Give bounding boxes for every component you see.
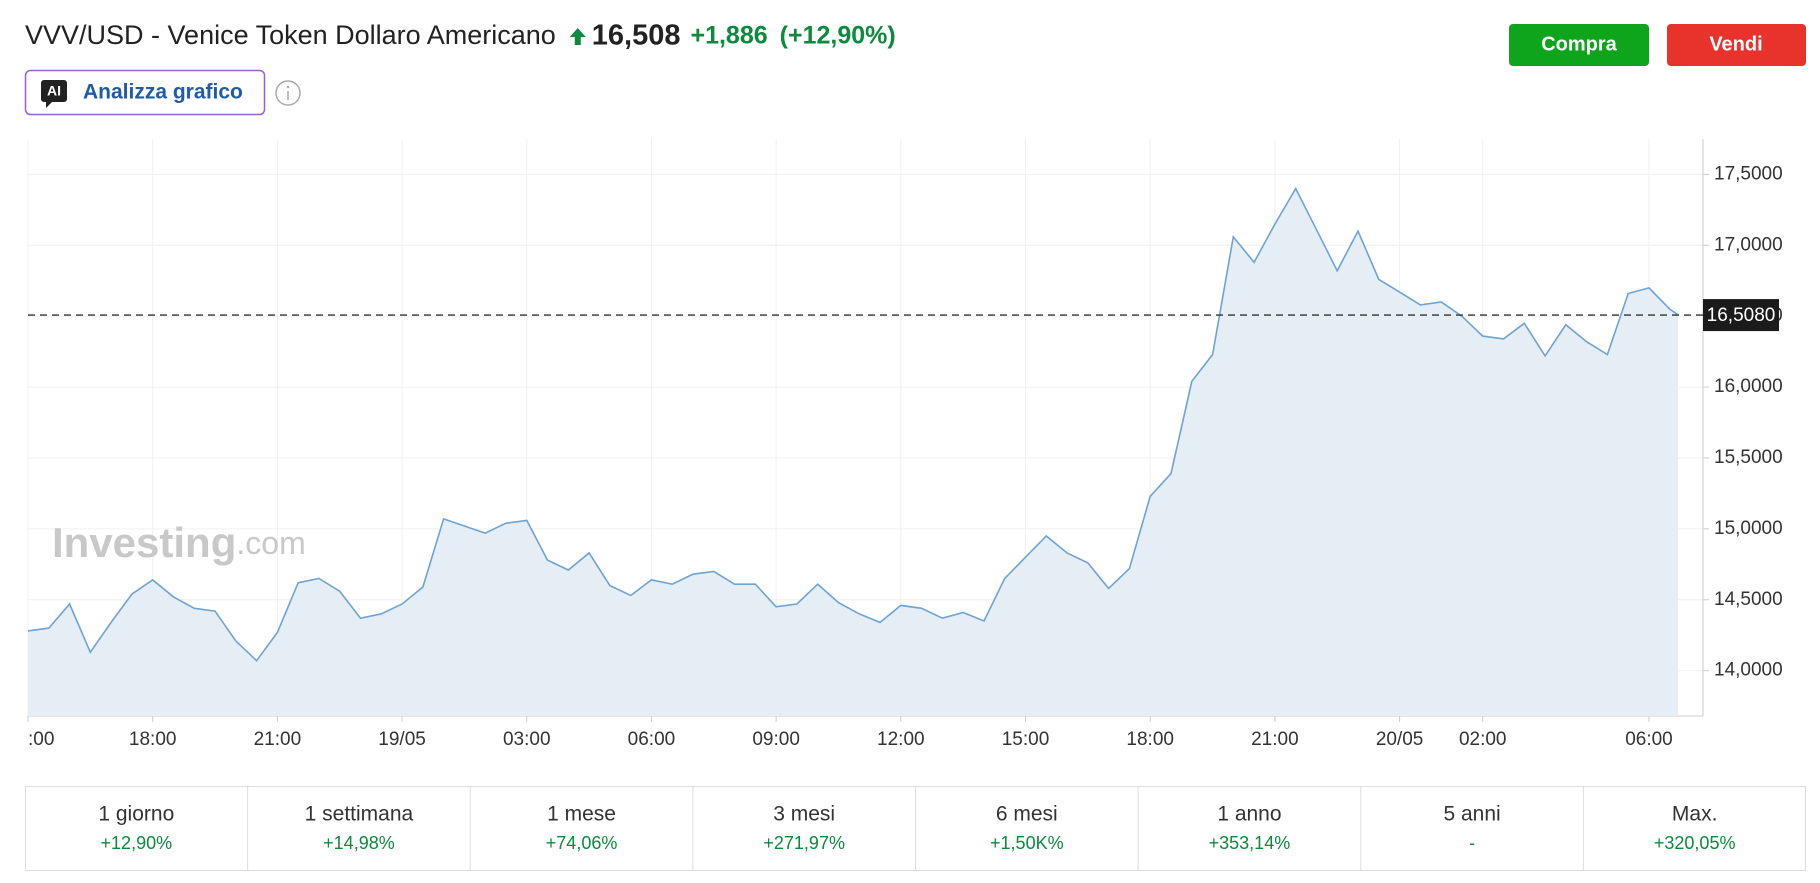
plot: 14,0000 14,5000 15,0000 15,5000 16,0000 16,50… bbox=[27, 139, 1783, 750]
x-tick-label: 15:00 bbox=[1002, 729, 1050, 750]
x-tick-label: 02:00 bbox=[1459, 729, 1507, 750]
period-label[interactable]: 1 settimana bbox=[305, 803, 414, 826]
info-icon-dot bbox=[286, 85, 290, 89]
up-arrow bbox=[569, 28, 586, 45]
x-tick-label: 06:00 bbox=[1625, 729, 1673, 750]
reference-label: 16,5080 bbox=[1707, 305, 1776, 326]
x-tick-label: 19/05 bbox=[378, 729, 426, 750]
y-tick-label: 14,5000 bbox=[1714, 589, 1783, 610]
period-value: +1,50K% bbox=[990, 833, 1064, 853]
reference-label-box bbox=[1703, 299, 1779, 332]
y-tick-label: 16,0000 bbox=[1714, 376, 1783, 397]
ai-icon-tail bbox=[46, 101, 53, 108]
sell-button[interactable] bbox=[1667, 24, 1806, 66]
x-tick-label: 21:00 bbox=[1251, 729, 1299, 750]
period-value: +12,90% bbox=[101, 833, 173, 853]
x-tick-label: 03:00 bbox=[503, 729, 551, 750]
period-value: - bbox=[1469, 833, 1475, 853]
ai-icon bbox=[41, 80, 67, 102]
watermark-suffix: .com bbox=[236, 525, 305, 561]
price: 16,508 bbox=[592, 20, 681, 52]
period-value: +74,06% bbox=[546, 833, 618, 853]
x-tick-label: 12:00 bbox=[877, 729, 925, 750]
x-tick-label: :00 bbox=[28, 729, 54, 750]
x-tick-label: 06:00 bbox=[628, 729, 676, 750]
change-pct: (+12,90%) bbox=[780, 22, 896, 50]
header-price: 16,508 +1,886 (+12,90%) bbox=[569, 20, 896, 52]
area bbox=[28, 188, 1679, 717]
title: VVV/USD - Venice Token Dollaro Americano bbox=[25, 20, 556, 50]
y-tick-label: 15,5000 bbox=[1714, 447, 1783, 468]
period-label[interactable]: 1 giorno bbox=[98, 803, 174, 826]
period-label[interactable]: Max. bbox=[1672, 803, 1718, 826]
x-tick-label: 21:00 bbox=[254, 729, 302, 750]
period-label[interactable]: 1 anno bbox=[1217, 803, 1281, 826]
buy-label[interactable]: Compra bbox=[1541, 33, 1617, 55]
ai-label[interactable]: Analizza grafico bbox=[83, 81, 243, 104]
x-tick-label: 20/05 bbox=[1376, 729, 1424, 750]
y-tick-label: 17,5000 bbox=[1714, 163, 1783, 184]
period-label[interactable]: 1 mese bbox=[547, 803, 616, 826]
x-tick-label: 18:00 bbox=[129, 729, 177, 750]
y-tick-label: 14,0000 bbox=[1714, 660, 1783, 681]
period-value: +353,14% bbox=[1209, 833, 1291, 853]
period-value: +320,05% bbox=[1654, 833, 1736, 853]
period-label[interactable]: 6 mesi bbox=[996, 803, 1058, 826]
ai-button[interactable] bbox=[24, 69, 266, 116]
ai-badge: AI bbox=[47, 83, 61, 99]
sell-label[interactable]: Vendi bbox=[1709, 33, 1762, 55]
change: +1,886 bbox=[690, 22, 767, 50]
period-value: +14,98% bbox=[323, 833, 395, 853]
info-icon[interactable] bbox=[275, 80, 301, 106]
periods: 1 giorno +12,90% 1 settimana +14,98% 1 mese +… bbox=[25, 786, 1806, 871]
line bbox=[27, 186, 1679, 662]
watermark: Investing.com bbox=[52, 519, 306, 566]
period-label[interactable]: 5 anni bbox=[1443, 803, 1500, 826]
y-tick-label: 15,0000 bbox=[1714, 518, 1783, 539]
buy-button[interactable] bbox=[1509, 24, 1649, 66]
period-value: +271,97% bbox=[763, 833, 845, 853]
y-tick-label: 17,0000 bbox=[1714, 234, 1783, 255]
x-tick-label: 09:00 bbox=[752, 729, 800, 750]
x-tick-label: 18:00 bbox=[1126, 729, 1174, 750]
period-label[interactable]: 3 mesi bbox=[773, 803, 835, 826]
watermark-brand: Investing bbox=[52, 519, 236, 566]
